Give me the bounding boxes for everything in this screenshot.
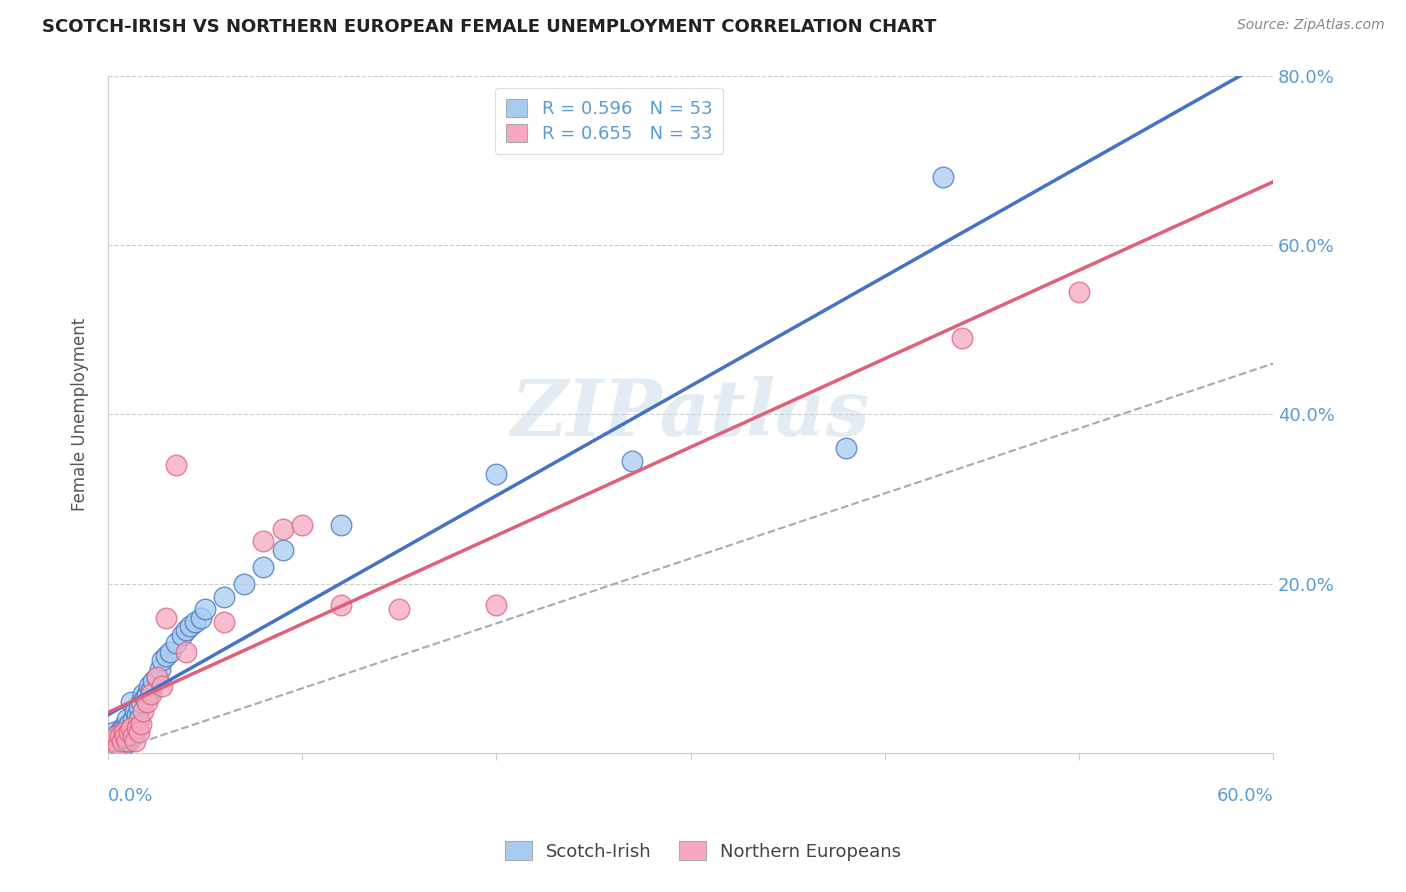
Point: [135, 696, 157, 710]
Point: [138, 679, 160, 693]
Point: [127, 721, 149, 735]
Point: [271, 522, 294, 536]
Point: [108, 725, 131, 739]
Point: [174, 624, 197, 638]
Point: [155, 611, 177, 625]
Point: [110, 721, 132, 735]
Point: [120, 721, 142, 735]
Text: 0.0%: 0.0%: [108, 787, 153, 805]
Point: [485, 598, 508, 612]
Point: [128, 725, 150, 739]
Point: [179, 619, 201, 633]
Point: [165, 458, 187, 473]
Point: [252, 560, 274, 574]
Point: [142, 674, 165, 689]
Point: [330, 598, 353, 612]
Point: [621, 454, 644, 468]
Text: Source: ZipAtlas.com: Source: ZipAtlas.com: [1237, 18, 1385, 32]
Point: [129, 716, 152, 731]
Point: [122, 713, 145, 727]
Point: [103, 725, 125, 739]
Point: [132, 687, 155, 701]
Point: [159, 645, 181, 659]
Point: [122, 730, 145, 744]
Point: [118, 725, 141, 739]
Legend: R = 0.596   N = 53, R = 0.655   N = 33: R = 0.596 N = 53, R = 0.655 N = 33: [495, 88, 723, 153]
Point: [150, 653, 173, 667]
Point: [114, 730, 136, 744]
Point: [104, 730, 127, 744]
Point: [120, 696, 142, 710]
Point: [108, 738, 131, 752]
Point: [122, 725, 145, 739]
Text: 60.0%: 60.0%: [1216, 787, 1272, 805]
Point: [950, 331, 973, 345]
Point: [107, 738, 129, 752]
Point: [117, 721, 139, 735]
Point: [132, 704, 155, 718]
Point: [150, 679, 173, 693]
Text: SCOTCH-IRISH VS NORTHERN EUROPEAN FEMALE UNEMPLOYMENT CORRELATION CHART: SCOTCH-IRISH VS NORTHERN EUROPEAN FEMALE…: [42, 18, 936, 36]
Point: [149, 662, 172, 676]
Point: [110, 730, 132, 744]
Point: [127, 708, 149, 723]
Point: [134, 691, 156, 706]
Point: [190, 611, 212, 625]
Point: [388, 602, 411, 616]
Point: [170, 628, 193, 642]
Point: [165, 636, 187, 650]
Legend: Scotch-Irish, Northern Europeans: Scotch-Irish, Northern Europeans: [495, 832, 911, 870]
Point: [101, 730, 124, 744]
Point: [108, 730, 131, 744]
Point: [103, 733, 125, 747]
Point: [117, 733, 139, 747]
Point: [124, 704, 146, 718]
Point: [1067, 285, 1090, 299]
Point: [145, 670, 167, 684]
Point: [271, 543, 294, 558]
Point: [214, 615, 236, 629]
Point: [145, 670, 167, 684]
Point: [139, 682, 162, 697]
Point: [252, 534, 274, 549]
Point: [291, 517, 314, 532]
Point: [112, 725, 135, 739]
Point: [232, 577, 254, 591]
Point: [112, 725, 135, 739]
Point: [117, 713, 139, 727]
Point: [174, 645, 197, 659]
Text: ZIPatlas: ZIPatlas: [510, 376, 870, 452]
Point: [129, 696, 152, 710]
Point: [135, 687, 157, 701]
Point: [118, 716, 141, 731]
Point: [330, 517, 353, 532]
Point: [184, 615, 207, 629]
Point: [118, 733, 141, 747]
Point: [485, 467, 508, 481]
Point: [835, 442, 858, 456]
Point: [194, 602, 217, 616]
Point: [110, 733, 132, 747]
Point: [120, 721, 142, 735]
Y-axis label: Female Unemployment: Female Unemployment: [72, 318, 89, 511]
Point: [139, 687, 162, 701]
Point: [107, 733, 129, 747]
Point: [117, 730, 139, 744]
Point: [112, 738, 135, 752]
Point: [214, 590, 236, 604]
Point: [128, 699, 150, 714]
Point: [932, 170, 955, 185]
Point: [104, 730, 127, 744]
Point: [155, 648, 177, 663]
Point: [117, 725, 139, 739]
Point: [112, 721, 135, 735]
Point: [124, 733, 146, 747]
Point: [128, 713, 150, 727]
Point: [101, 738, 124, 752]
